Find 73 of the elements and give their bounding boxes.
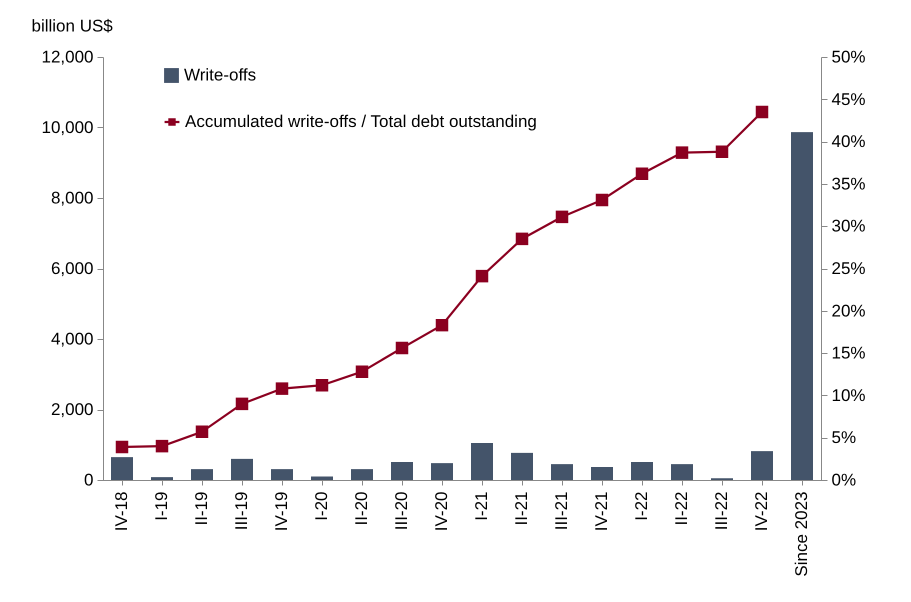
- x-tick-label: IV-20: [432, 492, 451, 532]
- bar: [351, 469, 373, 480]
- point: [716, 146, 728, 158]
- bar: [391, 462, 413, 480]
- x-tick-label: IV-18: [112, 492, 131, 532]
- point: [356, 365, 368, 378]
- point: [276, 382, 288, 395]
- y2-tick-label: 20%: [832, 301, 866, 320]
- point: [676, 146, 688, 159]
- y2-tick-label: 0%: [832, 470, 856, 490]
- bar: [511, 452, 533, 480]
- point: [316, 379, 328, 392]
- point: [156, 440, 168, 452]
- y2-tick-label: 25%: [832, 259, 866, 278]
- point: [596, 194, 608, 206]
- bar: [551, 464, 573, 480]
- point: [436, 318, 448, 332]
- point: [196, 426, 208, 438]
- bar: [191, 469, 213, 480]
- y2-tick-label: 5%: [832, 428, 856, 448]
- y2-tick-label: 50%: [832, 48, 866, 66]
- x-tick-label: I-20: [312, 492, 331, 521]
- bar: [471, 442, 493, 480]
- bar: [111, 457, 133, 480]
- bar: [311, 476, 333, 480]
- y-tick-label: 8,000: [50, 188, 94, 208]
- point: [236, 398, 248, 410]
- bar: [751, 451, 773, 480]
- y-tick-label: 12,000: [42, 48, 94, 66]
- y2-tick-label: 15%: [832, 344, 866, 363]
- x-tick-label: II-21: [512, 492, 531, 526]
- y-tick-label: 10,000: [42, 118, 94, 137]
- x-tick-label: III-20: [392, 492, 411, 530]
- x-tick-label: II-19: [192, 492, 211, 526]
- bar: [791, 132, 813, 480]
- legend-label: Write-offs: [184, 66, 256, 84]
- x-tick-label: II-22: [672, 492, 691, 526]
- bar: [631, 462, 653, 480]
- point: [476, 270, 488, 282]
- bar: [431, 463, 453, 480]
- y-tick-label: 6,000: [50, 259, 94, 278]
- y-tick-label: 4,000: [50, 330, 94, 348]
- legend-label: Accumulated write-offs / Total debt outstanding: [185, 112, 537, 131]
- x-tick-label: Since 2023: [792, 492, 811, 577]
- bar: [271, 469, 293, 480]
- y2-tick-label: 40%: [832, 132, 866, 152]
- y2-tick-label: 30%: [832, 216, 866, 236]
- x-tick-label: I-19: [152, 492, 171, 521]
- x-tick-label: IV-21: [592, 492, 611, 532]
- bar: [671, 464, 693, 480]
- x-tick-label: IV-19: [272, 492, 291, 532]
- y2-tick-label: 10%: [832, 386, 866, 405]
- y2-tick-label: 35%: [832, 174, 866, 194]
- x-tick-label: I-22: [632, 492, 651, 521]
- x-tick-label: III-22: [712, 492, 731, 530]
- bar: [231, 458, 253, 480]
- point: [556, 210, 568, 224]
- point: [116, 440, 128, 454]
- y-tick-label: 0: [84, 470, 94, 490]
- point: [516, 232, 528, 246]
- x-tick-label: III-19: [232, 492, 251, 530]
- x-tick-label: III-21: [552, 492, 571, 530]
- y-tick-label: 2,000: [50, 400, 94, 419]
- point: [636, 168, 648, 180]
- bar: [151, 477, 173, 480]
- point: [396, 342, 408, 354]
- x-tick-label: II-20: [352, 492, 371, 526]
- x-tick-label: I-21: [472, 492, 491, 521]
- y-axis-title: billion US$: [32, 16, 114, 36]
- bar: [591, 466, 613, 480]
- point: [756, 106, 768, 118]
- x-tick-label: IV-22: [752, 492, 771, 532]
- y2-tick-label: 45%: [832, 90, 866, 109]
